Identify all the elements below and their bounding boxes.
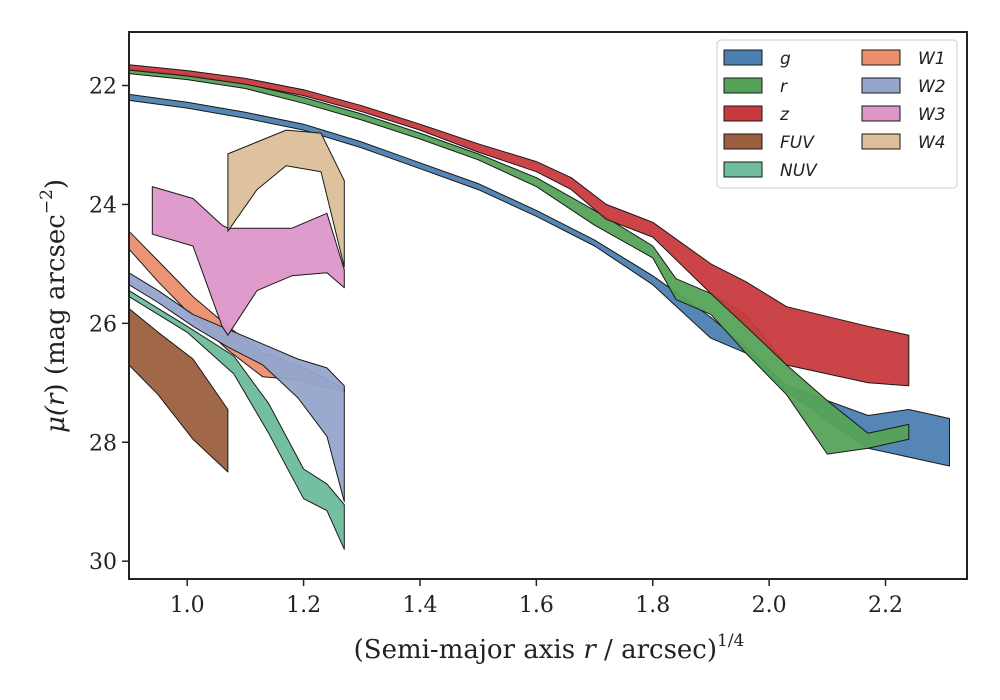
band-W4 [227, 129, 345, 268]
band-W2 [128, 272, 345, 503]
x-tick-label: 1.2 [286, 593, 321, 618]
band-W3 [151, 186, 345, 336]
legend-swatch-W2 [861, 77, 901, 94]
legend-label-r: r [780, 77, 788, 97]
y-tick-label: 28 [89, 431, 117, 456]
band-z [128, 64, 910, 387]
x-tick-label: 1.8 [635, 593, 670, 618]
y-tick-label: 22 [89, 75, 117, 100]
y-tick-label: 30 [89, 550, 117, 575]
legend: grz FUV NUV W1 W2 W3 W4 [716, 39, 958, 189]
band-FUV [128, 308, 229, 473]
x-tick-label: 2.0 [752, 593, 787, 618]
legend-swatch-W3 [861, 105, 901, 122]
legend-label-W3: W3 [918, 105, 946, 125]
plot-frame [128, 31, 968, 580]
legend-label-FUV: FUV [780, 133, 815, 153]
legend-label-z: z [779, 105, 790, 125]
x-axis-label: (Semi-major axis r / arcsec)1/4 [354, 631, 745, 665]
legend-swatch-r [723, 77, 763, 94]
legend-frame [716, 39, 958, 189]
legend-label-g: g [780, 49, 791, 69]
legend-swatch-NUV [723, 161, 763, 178]
x-tick-label: 1.4 [402, 593, 437, 618]
x-tick-label: 2.2 [868, 593, 903, 618]
legend-swatch-FUV [723, 133, 763, 150]
legend-swatch-W1 [861, 49, 901, 66]
legend-label-NUV: NUV [780, 161, 818, 181]
band-NUV [128, 290, 345, 550]
legend-label-W4: W4 [918, 133, 946, 153]
band-g [128, 93, 950, 467]
legend-label-W1: W1 [918, 49, 946, 69]
y-tick-label: 26 [89, 312, 117, 337]
legend-swatch-g [723, 49, 763, 66]
y-axis-label: μ(r) (mag arcsec−2) [37, 179, 71, 433]
legend-swatch-z [723, 105, 763, 122]
y-tick-label: 24 [89, 193, 117, 218]
x-tick-label: 1.6 [519, 593, 554, 618]
x-tick-label: 1.0 [170, 593, 205, 618]
ticks-layer: 1.0 1.2 1.4 1.6 1.8 2.0 2.2 22 24 26 28 30 [89, 75, 903, 618]
legend-swatch-W4 [861, 133, 901, 150]
band-r [128, 68, 910, 455]
bands-layer [128, 64, 950, 550]
legend-label-W2: W2 [918, 77, 946, 97]
